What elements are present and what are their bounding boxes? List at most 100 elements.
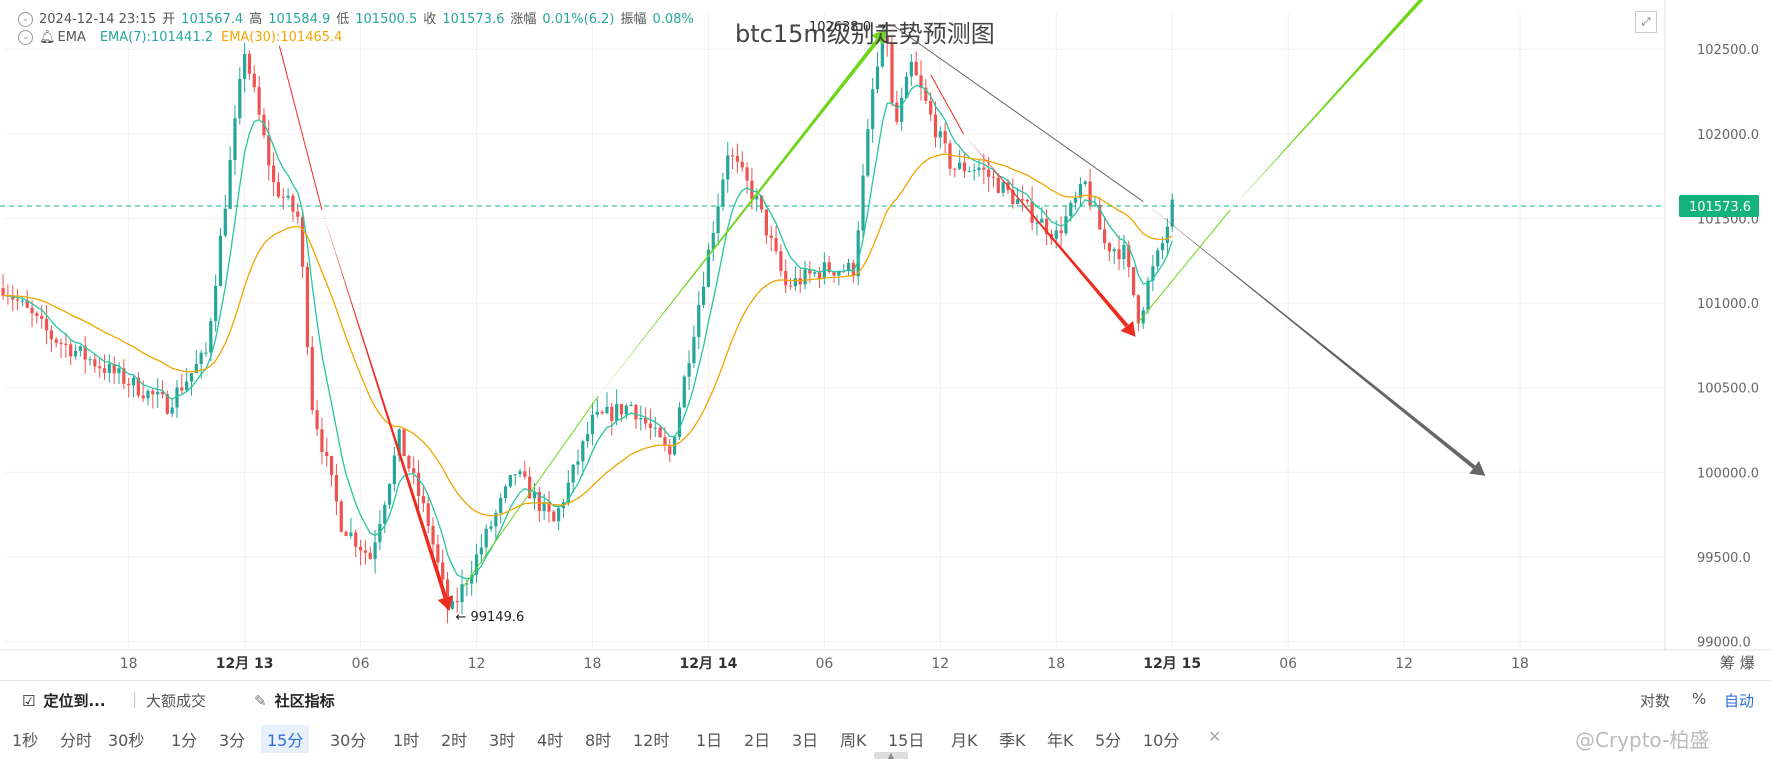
arrow-head xyxy=(437,595,454,612)
candle xyxy=(54,336,58,348)
candle xyxy=(218,228,223,287)
panel-resize-handle[interactable]: ▲ xyxy=(874,752,908,760)
x-tick-label: 18 xyxy=(120,656,138,672)
timeframe-option[interactable]: 1时 xyxy=(393,731,420,750)
timeframe-option[interactable]: 8时 xyxy=(585,731,612,750)
candle-body xyxy=(363,550,368,553)
percent-scale-toggle[interactable]: % xyxy=(1692,690,1707,708)
collapse-icon[interactable]: ⌄ xyxy=(18,12,33,27)
x-tick-label: 12月 14 xyxy=(680,656,738,672)
candle xyxy=(846,258,851,276)
x-tick-label: 06 xyxy=(352,656,370,672)
candle xyxy=(93,353,97,373)
timeframe-option[interactable]: 月K xyxy=(951,731,978,750)
candle-body xyxy=(83,346,87,360)
timeframe-option[interactable]: 1日 xyxy=(696,731,723,750)
candle-body xyxy=(25,300,29,308)
candle-body xyxy=(479,547,483,555)
bell-icon[interactable]: 🔔︎ xyxy=(39,30,56,45)
candle xyxy=(301,211,305,279)
timeframe-option[interactable]: 季K xyxy=(999,731,1026,750)
candle-body xyxy=(489,526,493,529)
candle-body xyxy=(1146,280,1150,311)
x-tick-label: 12月 13 xyxy=(216,656,274,672)
candle-body xyxy=(1011,189,1015,204)
candle xyxy=(1059,216,1063,249)
candle-body xyxy=(1165,226,1169,243)
timeframe-option[interactable]: 15分 xyxy=(261,725,310,753)
timeframe-option[interactable]: 1分 xyxy=(171,731,198,750)
arrow-thin-segment xyxy=(278,45,323,211)
candle-body xyxy=(276,182,281,197)
timeframe-option[interactable]: 5分 xyxy=(1095,731,1122,750)
candle xyxy=(228,146,232,210)
candle-body xyxy=(508,475,512,487)
locate-button[interactable]: ☑ 定位到... xyxy=(22,690,106,711)
candle-body xyxy=(730,155,735,157)
candle xyxy=(697,291,701,350)
timeframe-option[interactable]: 分时 xyxy=(60,731,93,750)
block-trades-button[interactable]: 大额成交 xyxy=(146,692,207,710)
fullscreen-icon[interactable]: ⤢ xyxy=(1635,11,1657,33)
timeframe-option[interactable]: 12时 xyxy=(633,731,670,750)
ema-label[interactable]: EMA xyxy=(57,30,86,45)
timeframe-option[interactable]: 30分 xyxy=(330,731,367,750)
candle-body xyxy=(624,405,628,415)
candle-body xyxy=(875,66,880,90)
candle-body xyxy=(929,100,933,115)
axis-extra-label[interactable]: 筹 爆 xyxy=(1720,654,1755,672)
candle xyxy=(900,87,904,131)
candle xyxy=(122,359,126,390)
timeframe-option[interactable]: 3时 xyxy=(489,731,516,750)
candle-body xyxy=(1088,181,1092,206)
candle-body xyxy=(885,35,889,43)
current-price-tag xyxy=(1679,195,1759,218)
timeframe-option[interactable]: 15日 xyxy=(888,731,925,750)
log-scale-toggle[interactable]: 对数 xyxy=(1640,692,1671,710)
close-icon[interactable]: ✕ xyxy=(1208,727,1222,746)
candle xyxy=(194,349,198,374)
candle-body xyxy=(368,552,372,559)
candle xyxy=(924,79,928,105)
candle-body xyxy=(305,266,310,347)
collapse-icon[interactable]: ⌄ xyxy=(18,30,33,45)
candle xyxy=(329,455,334,487)
candle-body xyxy=(871,89,875,130)
timeframe-option[interactable]: 3分 xyxy=(219,731,246,750)
candle-body xyxy=(98,366,102,369)
timeframe-option[interactable]: 2日 xyxy=(744,731,771,750)
candle-body xyxy=(619,404,624,415)
auto-scale-toggle[interactable]: 自动 xyxy=(1724,692,1755,710)
timeframe-option[interactable]: 年K xyxy=(1047,731,1074,750)
candle-body xyxy=(779,251,783,271)
candle-body xyxy=(634,404,638,420)
candle xyxy=(726,141,730,193)
candle xyxy=(349,517,353,539)
timeframe-option[interactable]: 周K xyxy=(840,731,867,750)
candle xyxy=(1035,214,1039,236)
candle xyxy=(1064,205,1068,236)
candle xyxy=(69,340,73,365)
timeframe-option[interactable]: 4时 xyxy=(537,731,564,750)
timeframe-option[interactable]: 3日 xyxy=(792,731,819,750)
candle-body xyxy=(88,359,92,361)
candle-body xyxy=(272,165,276,183)
x-tick-label: 18 xyxy=(1047,656,1065,672)
timeframe-option[interactable]: 30秒 xyxy=(108,731,145,750)
candle xyxy=(1102,216,1107,250)
timeframe-option[interactable]: 2时 xyxy=(441,731,468,750)
grid xyxy=(5,12,1665,650)
community-indicators-button[interactable]: ✎ 社区指标 xyxy=(254,690,335,711)
candle xyxy=(716,193,720,246)
candle-body xyxy=(813,272,817,274)
timeframe-option[interactable]: 1秒 xyxy=(12,731,39,750)
candle-body xyxy=(943,131,947,144)
candle-body xyxy=(421,496,425,504)
candle xyxy=(156,378,160,408)
candle-body xyxy=(1170,199,1174,227)
timeframe-option[interactable]: 10分 xyxy=(1143,731,1180,750)
candle-body xyxy=(199,352,203,364)
candle xyxy=(73,344,78,360)
candlestick-chart[interactable]: 102500.0102000.0101500.0101000.0100500.0… xyxy=(0,0,1771,680)
candle-body xyxy=(991,176,996,178)
